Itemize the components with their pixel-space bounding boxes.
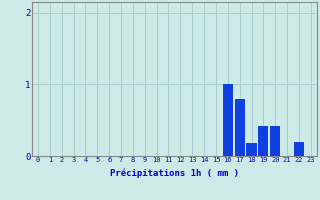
Bar (270, 126, 280, 156)
Bar (258, 126, 268, 156)
Bar (235, 99, 245, 156)
X-axis label: Précipitations 1h ( mm ): Précipitations 1h ( mm ) (110, 168, 239, 178)
Bar (246, 143, 257, 156)
Bar (223, 84, 233, 156)
Bar (294, 142, 304, 156)
